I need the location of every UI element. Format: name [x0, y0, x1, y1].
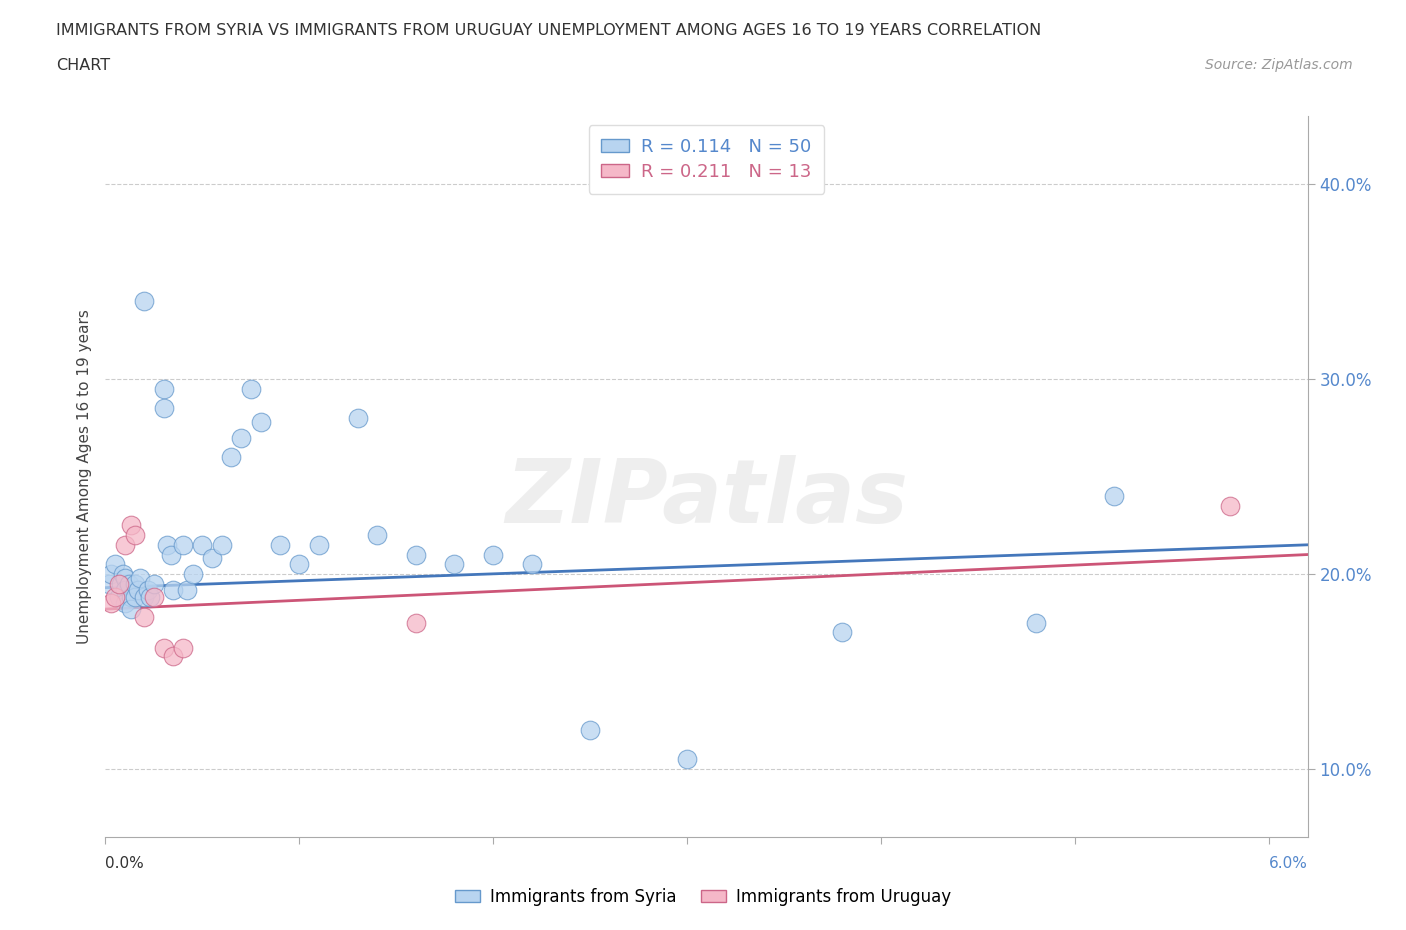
Point — [142, 577, 165, 591]
Point — [366, 527, 388, 542]
Point — [142, 590, 165, 604]
Point — [152, 381, 174, 396]
Y-axis label: Unemployment Among Ages 16 to 19 years: Unemployment Among Ages 16 to 19 years — [76, 309, 91, 644]
Point — [176, 582, 198, 597]
Point — [181, 566, 204, 581]
Legend: R = 0.114   N = 50, R = 0.211   N = 13: R = 0.114 N = 50, R = 0.211 N = 13 — [589, 126, 824, 193]
Point — [405, 547, 427, 562]
Point — [1102, 488, 1125, 503]
Point — [831, 625, 853, 640]
Point — [239, 381, 262, 396]
Point — [127, 582, 149, 597]
Point — [124, 527, 146, 542]
Point — [156, 538, 179, 552]
Point — [100, 566, 122, 581]
Point — [162, 648, 184, 663]
Point — [120, 590, 142, 604]
Point — [162, 582, 184, 597]
Point — [172, 641, 194, 656]
Legend: Immigrants from Syria, Immigrants from Uruguay: Immigrants from Syria, Immigrants from U… — [449, 881, 957, 912]
Point — [249, 415, 271, 430]
Point — [152, 641, 174, 656]
Point — [108, 577, 131, 591]
Point — [346, 411, 368, 426]
Point — [114, 596, 136, 611]
Point — [118, 577, 141, 591]
Point — [288, 557, 311, 572]
Point — [114, 582, 136, 597]
Point — [160, 547, 183, 562]
Point — [120, 602, 142, 617]
Point — [172, 538, 194, 552]
Point — [108, 590, 131, 604]
Point — [136, 582, 159, 597]
Point — [231, 431, 253, 445]
Point — [308, 538, 330, 552]
Point — [134, 294, 156, 309]
Point — [98, 577, 121, 591]
Text: 0.0%: 0.0% — [105, 856, 145, 870]
Point — [152, 401, 174, 416]
Point — [482, 547, 505, 562]
Point — [269, 538, 291, 552]
Text: Source: ZipAtlas.com: Source: ZipAtlas.com — [1205, 58, 1353, 72]
Point — [110, 577, 132, 591]
Text: CHART: CHART — [56, 58, 110, 73]
Point — [221, 450, 243, 465]
Point — [114, 538, 136, 552]
Point — [443, 557, 465, 572]
Point — [211, 538, 233, 552]
Point — [201, 551, 224, 565]
Point — [579, 723, 602, 737]
Point — [134, 609, 156, 624]
Point — [134, 590, 156, 604]
Point — [100, 596, 122, 611]
Point — [124, 577, 146, 591]
Point — [1219, 498, 1241, 513]
Point — [405, 616, 427, 631]
Point — [520, 557, 543, 572]
Point — [124, 590, 146, 604]
Point — [104, 590, 127, 604]
Point — [676, 751, 699, 766]
Point — [139, 590, 162, 604]
Point — [120, 518, 142, 533]
Text: ZIPatlas: ZIPatlas — [505, 455, 908, 542]
Text: IMMIGRANTS FROM SYRIA VS IMMIGRANTS FROM URUGUAY UNEMPLOYMENT AMONG AGES 16 TO 1: IMMIGRANTS FROM SYRIA VS IMMIGRANTS FROM… — [56, 23, 1042, 38]
Point — [114, 570, 136, 585]
Text: 6.0%: 6.0% — [1268, 856, 1308, 870]
Point — [129, 570, 152, 585]
Point — [111, 566, 134, 581]
Point — [1025, 616, 1047, 631]
Point — [191, 538, 214, 552]
Point — [104, 557, 127, 572]
